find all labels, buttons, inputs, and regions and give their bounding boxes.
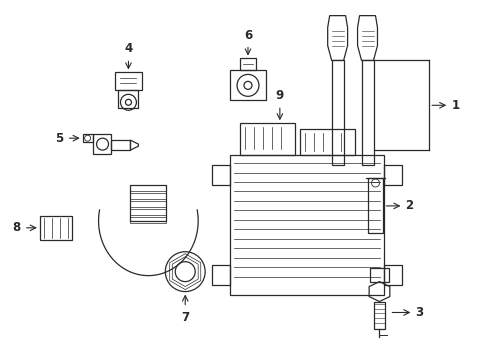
Text: 1: 1 (450, 99, 458, 112)
Text: 5: 5 (55, 132, 63, 145)
Text: 6: 6 (244, 28, 252, 41)
Text: 3: 3 (414, 306, 423, 319)
Text: 7: 7 (181, 311, 189, 324)
Text: 9: 9 (275, 89, 284, 102)
Text: 8: 8 (13, 221, 21, 234)
Text: 2: 2 (405, 199, 413, 212)
Text: 4: 4 (124, 42, 132, 55)
